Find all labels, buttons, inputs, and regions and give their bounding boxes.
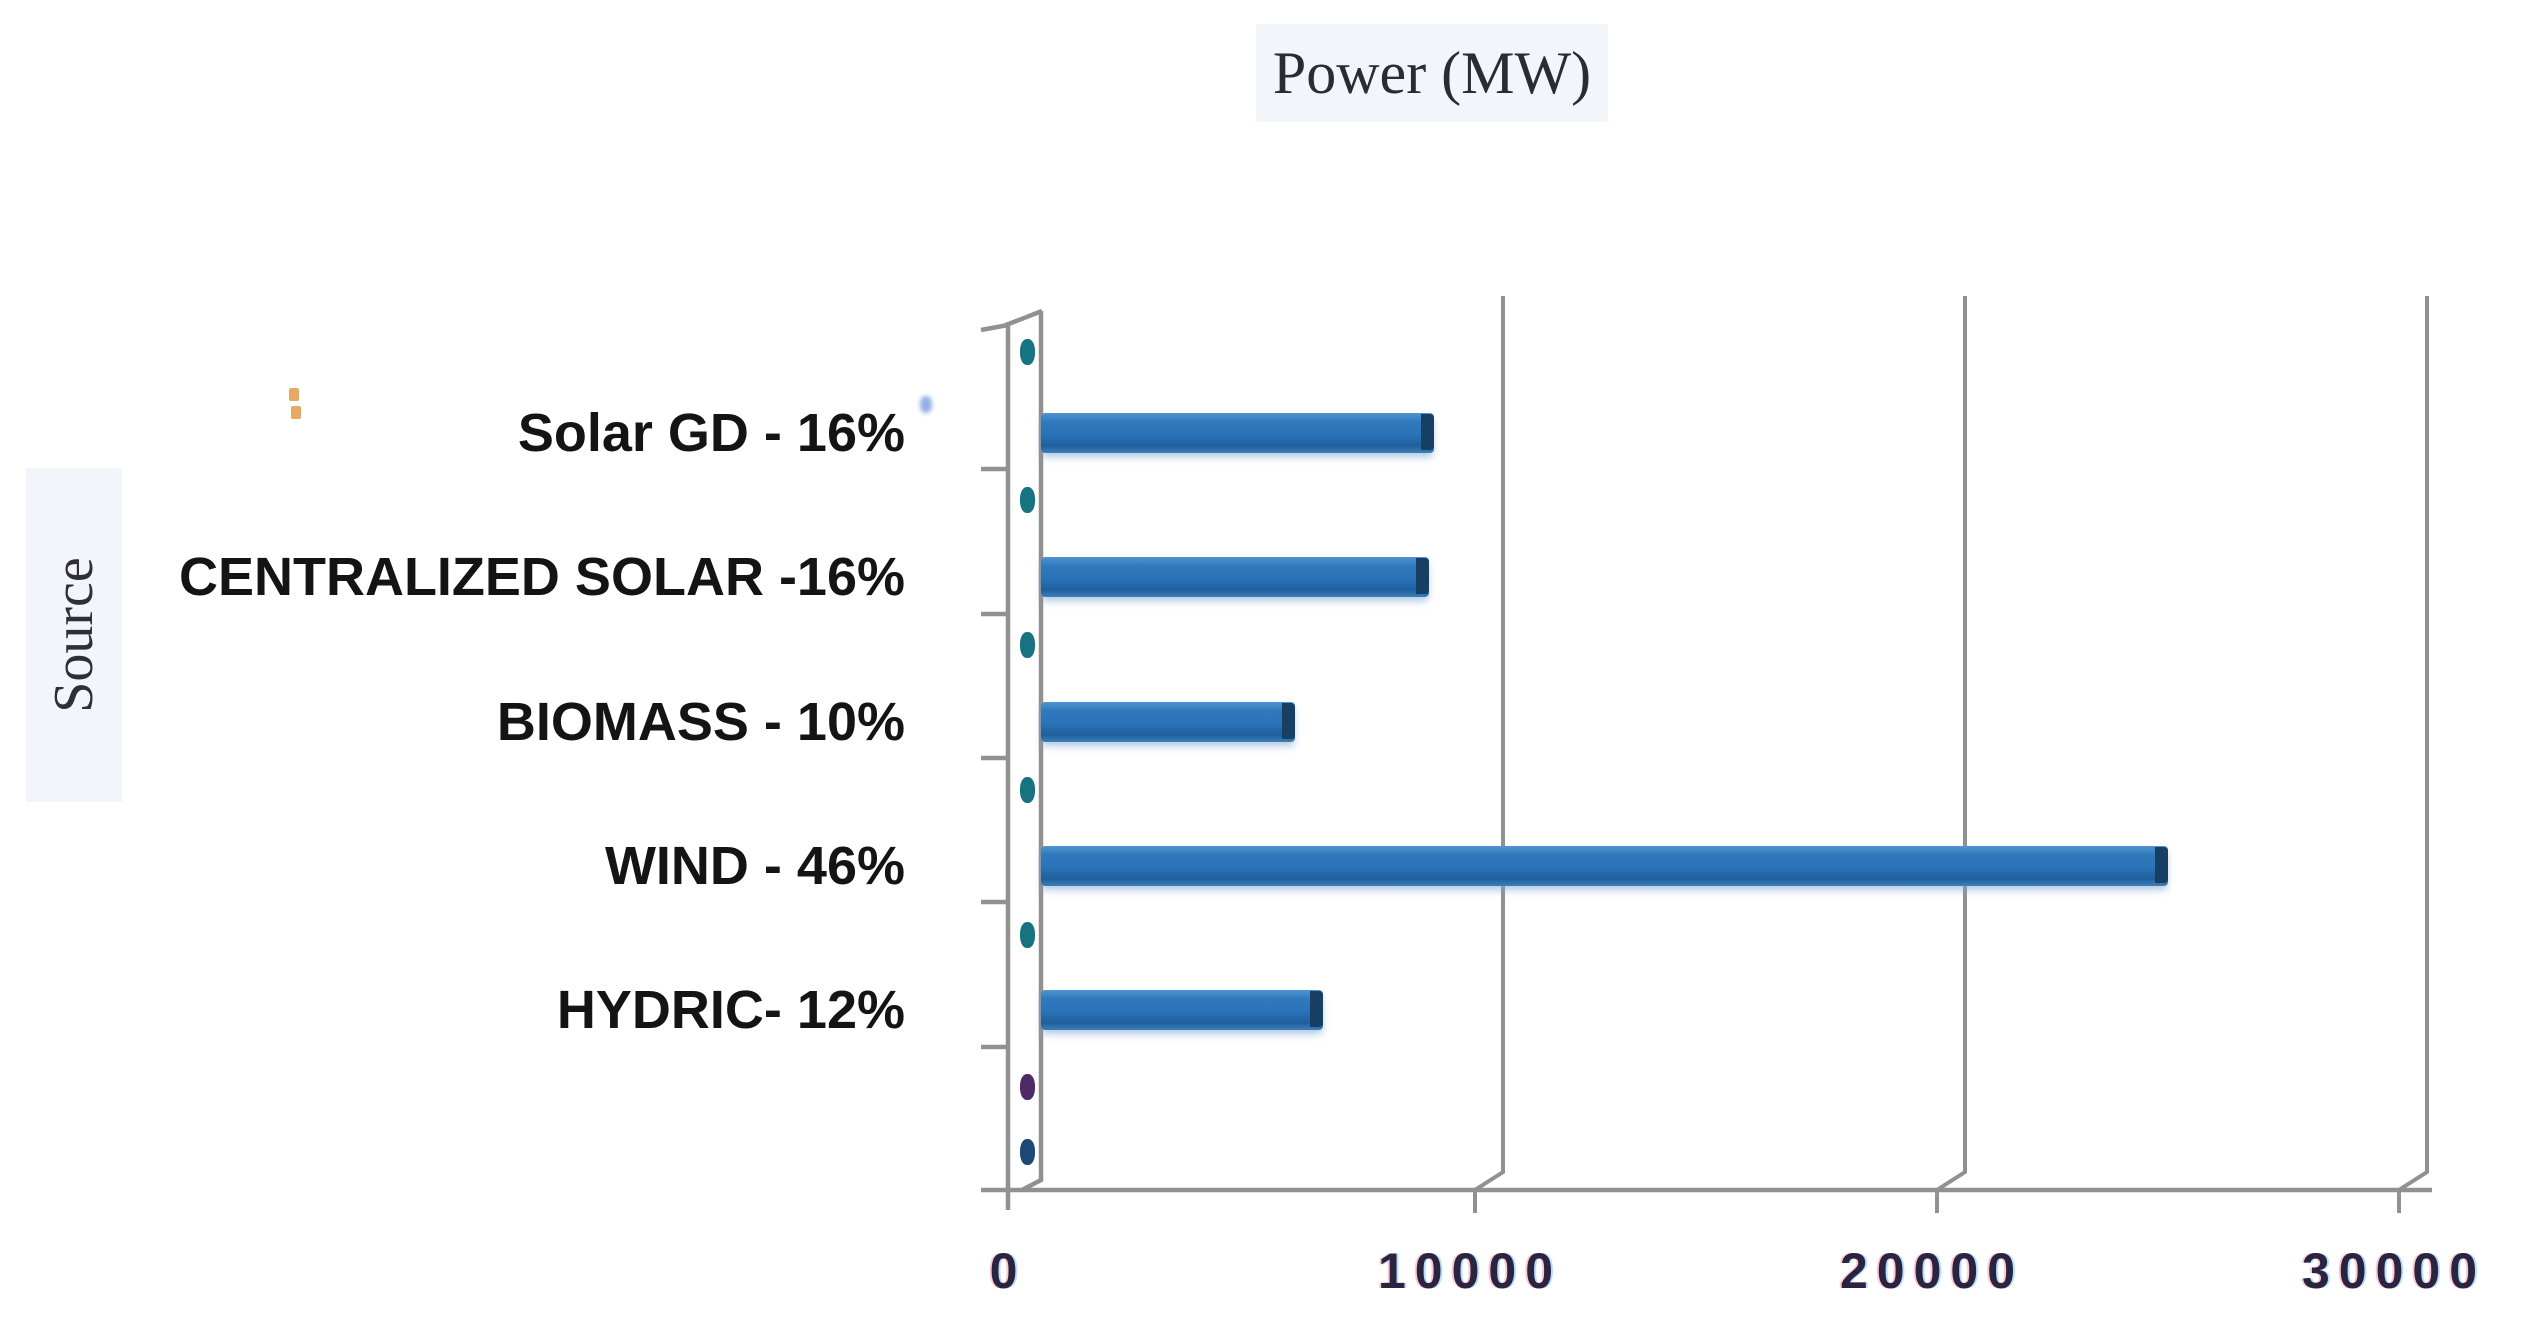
axis-dot [1020,777,1035,803]
bar [1041,845,2168,886]
x-tick-label: 30000 [2301,1243,2487,1299]
y-axis-back-line [1020,311,1044,1192]
blue-speck-artifact [920,396,932,413]
gridline [2397,296,2429,1213]
axis-dot [1020,1139,1035,1165]
axis-dot [1020,922,1035,948]
y-axis-title: Source [43,557,105,713]
gridline [1935,296,1967,1213]
bar [1041,413,1434,453]
axis-top-connector [1005,308,1043,328]
orange-tick-mark [289,388,299,401]
category-label: Solar GD - 16% [517,403,905,463]
y-axis-title-box: Source [26,468,122,802]
category-label: CENTRALIZED SOLAR -16% [178,547,905,608]
x-tick-label: 20000 [1839,1243,2025,1299]
orange-tick-mark [291,406,301,419]
x-tick-label: 0 [989,1243,1027,1299]
axis-dot [1020,632,1035,658]
x-tick-label: 10000 [1377,1243,1563,1299]
axis-dot [1020,487,1035,513]
y-axis-top-tick [980,322,1009,333]
axis-dot [1020,339,1035,365]
bar [1041,701,1295,742]
axis-dot [1020,1074,1035,1100]
chart-title: Power (MW) [1256,24,1608,122]
category-label: BIOMASS - 10% [496,691,905,752]
category-label: HYDRIC- 12% [556,980,905,1041]
bar [1041,557,1429,598]
bar [1041,990,1323,1031]
gridline [1473,296,1505,1213]
category-label: WIND - 46% [604,835,905,896]
